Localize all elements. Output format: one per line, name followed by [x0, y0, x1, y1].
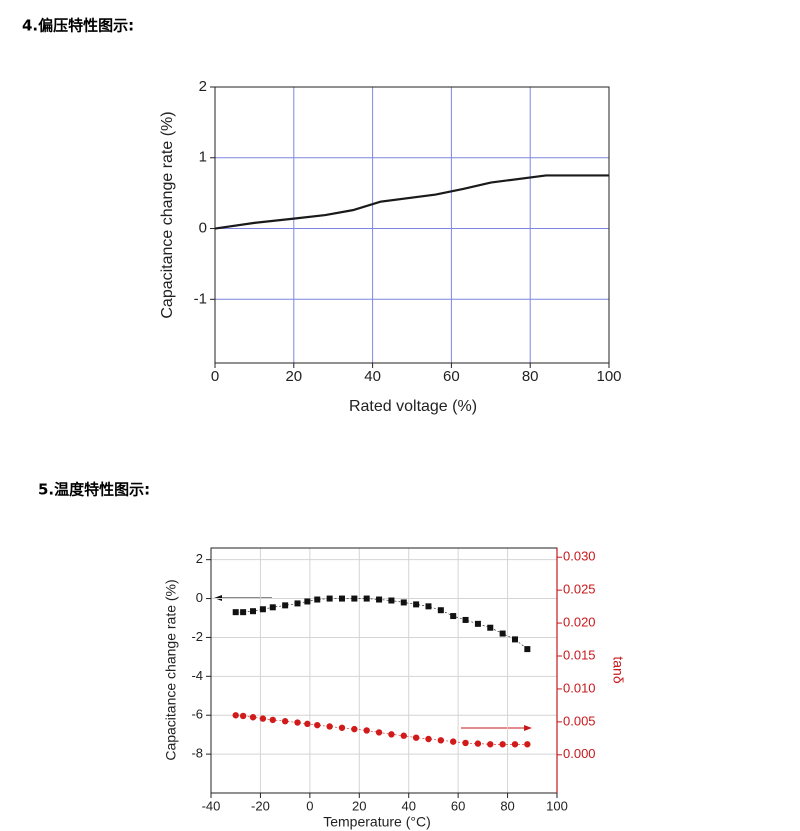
x-tick-label: 60 [451, 798, 465, 813]
point [499, 741, 506, 748]
y2-tick-label: 0.020 [563, 615, 596, 630]
x-tick-label: 0 [211, 368, 219, 385]
point [269, 604, 276, 611]
point [437, 737, 445, 744]
y2-tick-label: 0.025 [563, 582, 596, 597]
point [351, 725, 358, 733]
point [400, 732, 407, 739]
x-tick-label: 80 [500, 798, 514, 813]
y2-tick-label: 0.005 [563, 713, 596, 728]
point [239, 712, 247, 720]
y2-tick-label: 0.000 [563, 746, 596, 761]
x-tick-label: 0 [306, 798, 313, 813]
point [232, 609, 239, 616]
point [524, 646, 531, 653]
trend-line [235, 714, 528, 745]
plot-frame [214, 86, 610, 364]
heading: 4.偏压特性图示: [22, 17, 134, 35]
x-tick-label: 60 [443, 368, 460, 385]
point [338, 724, 346, 731]
point [450, 613, 457, 620]
x-tick-label: 40 [364, 368, 381, 385]
y2-tick-label: 0.015 [563, 647, 596, 662]
y-axis-label: Capacitance change rate (%) [163, 579, 179, 760]
point [499, 630, 506, 637]
x-tick-label: 80 [522, 368, 539, 385]
point [425, 603, 432, 610]
y-tick-label: -1 [194, 290, 207, 307]
y2-axis-label: tanδ [610, 656, 626, 683]
x-tick-label: 20 [352, 798, 366, 813]
point [259, 715, 267, 722]
point [388, 597, 395, 604]
point [363, 595, 370, 602]
y-tick-label: 2 [199, 78, 207, 95]
point [326, 723, 333, 730]
point [437, 607, 444, 614]
arrow [214, 595, 272, 601]
y-tick-label: 0 [199, 220, 207, 237]
y-tick-label: 0 [196, 590, 203, 605]
x-tick-label: 100 [596, 368, 621, 385]
point [474, 740, 482, 747]
y2-tick-label: 0.030 [563, 549, 596, 564]
point [269, 716, 276, 724]
heading: 5.温度特性图示: [38, 481, 150, 499]
y-tick-label: 1 [199, 149, 207, 166]
point [294, 719, 301, 726]
point [363, 727, 370, 734]
point [294, 600, 301, 607]
y-tick-label: 2 [196, 551, 203, 566]
point [249, 714, 257, 721]
point [338, 595, 345, 602]
point [250, 608, 257, 615]
point [412, 734, 420, 741]
x-tick-label: -40 [202, 798, 221, 813]
y2-tick-label: 0.010 [563, 680, 596, 695]
point [240, 609, 247, 616]
point [282, 602, 289, 609]
point [474, 620, 481, 627]
arrow [461, 725, 532, 731]
point [413, 601, 420, 608]
x-tick-label: 40 [401, 798, 415, 813]
point [425, 735, 432, 743]
point [462, 616, 469, 623]
y-tick-label: -6 [191, 707, 203, 722]
plot-frame [210, 547, 558, 794]
trend-line [235, 598, 528, 650]
x-axis-label: Rated voltage (%) [349, 398, 477, 415]
point [281, 718, 289, 725]
y-tick-label: -4 [191, 668, 203, 683]
point [511, 636, 518, 643]
point [400, 599, 407, 606]
x-axis-label: Temperature (°C) [323, 814, 431, 830]
point [304, 598, 311, 605]
point [450, 738, 457, 745]
point [376, 596, 383, 603]
point [326, 595, 333, 602]
y-tick-label: -8 [191, 746, 203, 761]
point [314, 721, 321, 729]
point [487, 741, 494, 748]
point [351, 595, 358, 602]
point [314, 596, 321, 603]
point [487, 624, 494, 631]
point [511, 741, 519, 748]
point [375, 729, 383, 736]
point [304, 720, 311, 728]
y-tick-label: -2 [191, 629, 203, 644]
y-axis-label: Capacitance change rate (%) [159, 111, 176, 318]
data-line [214, 174, 609, 230]
point [462, 739, 469, 747]
point [388, 731, 395, 738]
x-tick-label: 100 [546, 798, 568, 813]
point [259, 606, 266, 613]
x-tick-label: -20 [251, 798, 270, 813]
point [524, 741, 531, 748]
x-tick-label: 20 [285, 368, 302, 385]
point [232, 712, 239, 719]
